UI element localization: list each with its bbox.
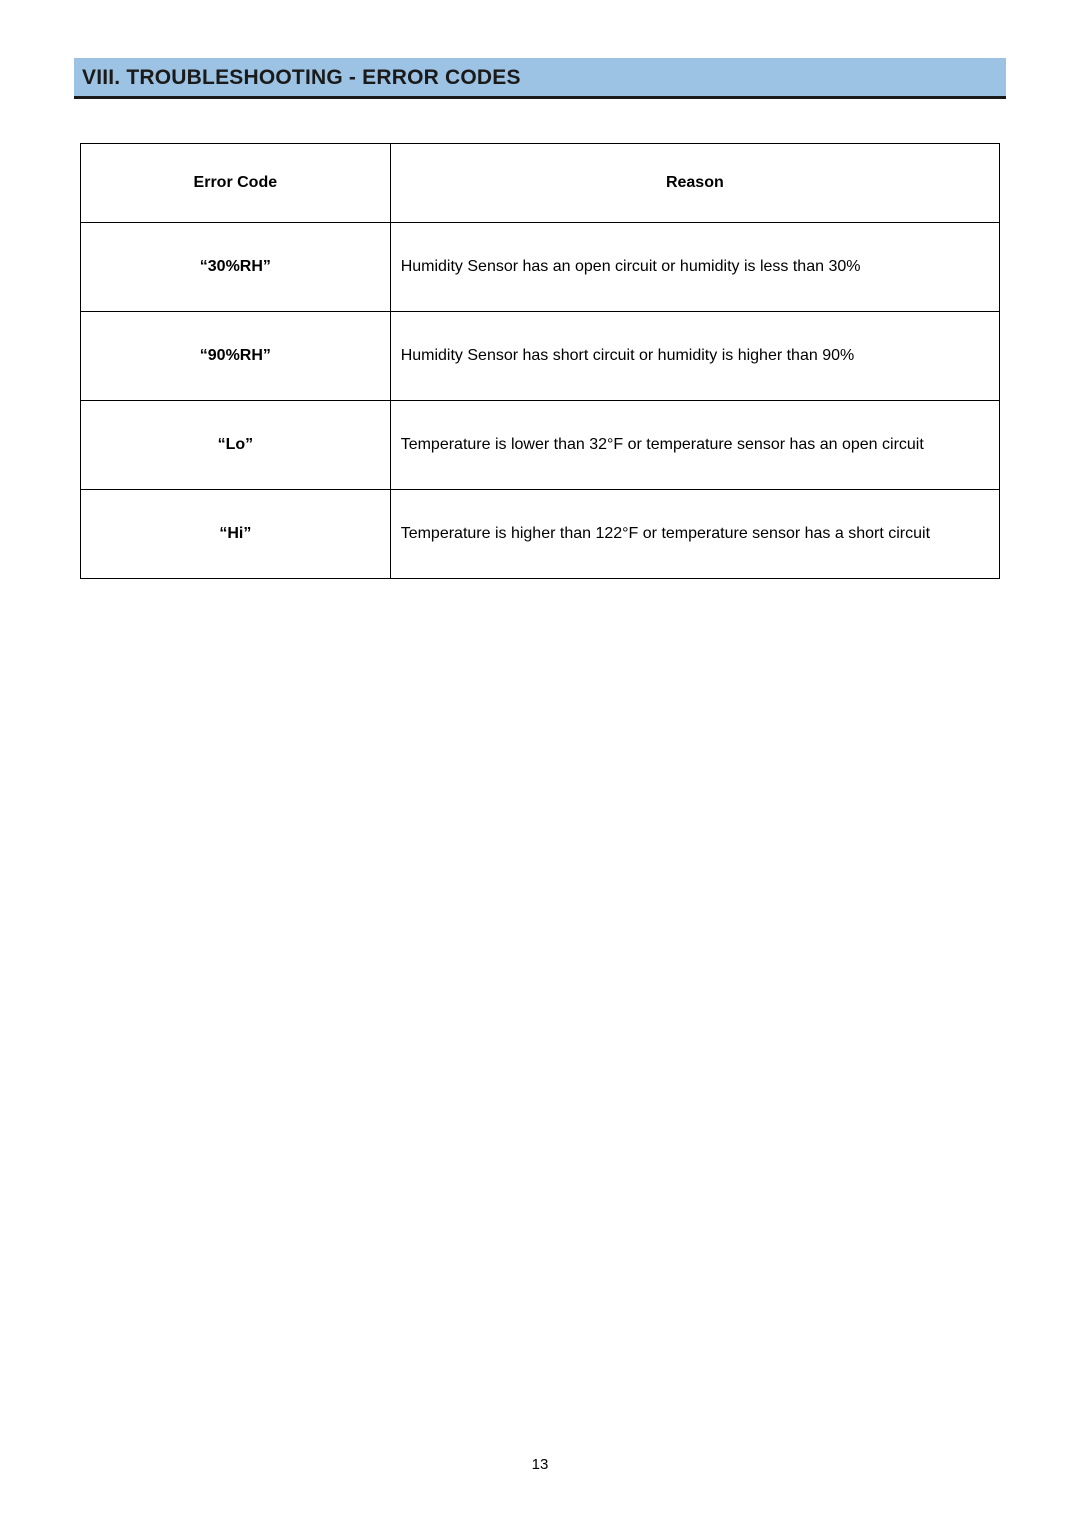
column-header-reason: Reason [390,144,999,223]
table-row: “Hi” Temperature is higher than 122°F or… [81,490,1000,579]
cell-reason: Temperature is lower than 32°F or temper… [390,401,999,490]
reason-text: Temperature is lower than 32°F or temper… [391,401,999,489]
reason-text: Humidity Sensor has short circuit or hum… [391,312,999,400]
cell-reason: Temperature is higher than 122°F or temp… [390,490,999,579]
cell-reason: Humidity Sensor has an open circuit or h… [390,223,999,312]
error-code-value: “30%RH” [81,223,390,311]
error-code-value: “Lo” [81,401,390,489]
error-code-value: “90%RH” [81,312,390,400]
cell-error-code: “30%RH” [81,223,391,312]
column-header-label: Error Code [81,144,390,222]
table-row: “30%RH” Humidity Sensor has an open circ… [81,223,1000,312]
table-row: “90%RH” Humidity Sensor has short circui… [81,312,1000,401]
cell-reason: Humidity Sensor has short circuit or hum… [390,312,999,401]
column-header-label: Reason [391,144,999,222]
table-header-row: Error Code Reason [81,144,1000,223]
cell-error-code: “90%RH” [81,312,391,401]
cell-error-code: “Hi” [81,490,391,579]
page-number: 13 [0,1456,1080,1473]
document-page: VIII. TROUBLESHOOTING - ERROR CODES Erro… [0,0,1080,579]
cell-error-code: “Lo” [81,401,391,490]
error-code-value: “Hi” [81,490,390,578]
column-header-error-code: Error Code [81,144,391,223]
reason-text: Humidity Sensor has an open circuit or h… [391,223,999,311]
section-heading: VIII. TROUBLESHOOTING - ERROR CODES [74,58,1006,99]
error-codes-table: Error Code Reason “30%RH” Humidity Senso… [80,143,1000,579]
table-row: “Lo” Temperature is lower than 32°F or t… [81,401,1000,490]
reason-text: Temperature is higher than 122°F or temp… [391,490,999,578]
